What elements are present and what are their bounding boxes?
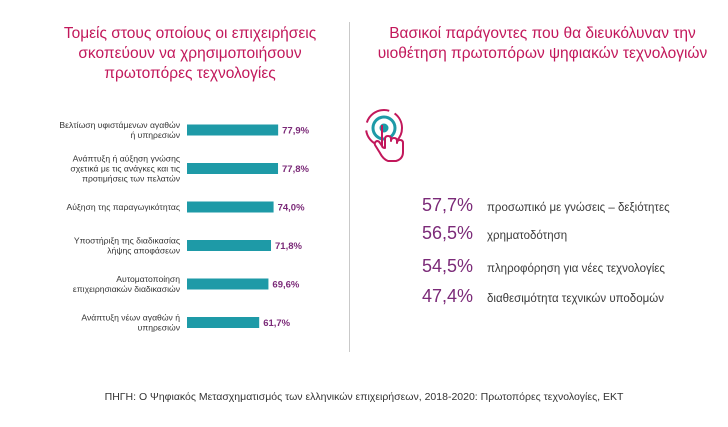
category-label-3: λήψης αποφάσεων [107, 246, 180, 256]
touch-target-icon [362, 108, 412, 171]
category-label-5: υπηρεσιών [138, 323, 180, 333]
factor-label: πληροφόρηση για νέες τεχνολογίες [487, 263, 665, 275]
category-label-0: Βελτίωση υφιστάμενων αγαθών [59, 120, 180, 130]
category-label-4: επιχειρησιακών διαδικασιών [73, 284, 180, 294]
category-label-5: Ανάπτυξη νέων αγαθών ή [81, 313, 180, 323]
category-label-3: Υποστήριξη της διαδικασίας [74, 236, 180, 246]
factor-percent: 47,4% [422, 286, 474, 306]
bar-1 [187, 163, 279, 174]
right-section-title: Βασικοί παράγοντες που θα διευκόλυναν τη… [377, 25, 708, 62]
value-label-4: 69,6% [272, 280, 299, 291]
bar-5 [187, 317, 260, 328]
factor-item: 56,5% χρηματοδότηση [422, 223, 567, 244]
factor-item: 47,4% διαθεσιμότητα τεχνικών υποδομών [422, 286, 664, 307]
factor-percent: 56,5% [422, 223, 474, 243]
factor-label: χρηματοδότηση [487, 230, 568, 242]
value-label-2: 74,0% [278, 203, 305, 214]
value-label-1: 77,8% [282, 164, 309, 175]
bar-4 [187, 278, 269, 290]
category-label-1: προτιμήσεις των πελατών [82, 174, 180, 184]
value-label-3: 71,8% [275, 241, 302, 252]
value-label-0: 77,9% [282, 126, 309, 137]
factor-percent: 54,5% [422, 256, 474, 276]
category-label-2: Αύξηση της παραγωγικότητας [67, 202, 181, 212]
factor-item: 54,5% πληροφόρηση για νέες τεχνολογίες [422, 256, 665, 277]
category-label-1: Ανάπτυξη ή αύξηση γνώσης [73, 154, 180, 164]
left-chart-title: Τομείς στους οποίους οι επιχειρήσεις σκο… [63, 25, 317, 82]
category-label-4: Αυτοματοποίηση [116, 274, 180, 284]
bar-2 [187, 201, 274, 213]
category-label-0: ή υπηρεσιών [130, 130, 180, 140]
bar-0 [187, 124, 279, 136]
factor-label: διαθεσιμότητα τεχνικών υποδομών [487, 293, 664, 305]
category-label-1: σχετικά με τις ανάγκες και τις [70, 164, 180, 174]
value-label-5: 61,7% [263, 318, 290, 329]
factor-label: προσωπικό με γνώσεις – δεξιότητες [487, 202, 670, 214]
bar-3 [187, 240, 272, 251]
source-note: ΠΗΓΗ: Ο Ψηφιακός Μετασχηματισμός των ελλ… [104, 391, 624, 403]
factor-item: 57,7% προσωπικό με γνώσεις – δεξιότητες [422, 195, 670, 216]
factor-percent: 57,7% [422, 195, 474, 215]
section-divider [349, 22, 350, 352]
